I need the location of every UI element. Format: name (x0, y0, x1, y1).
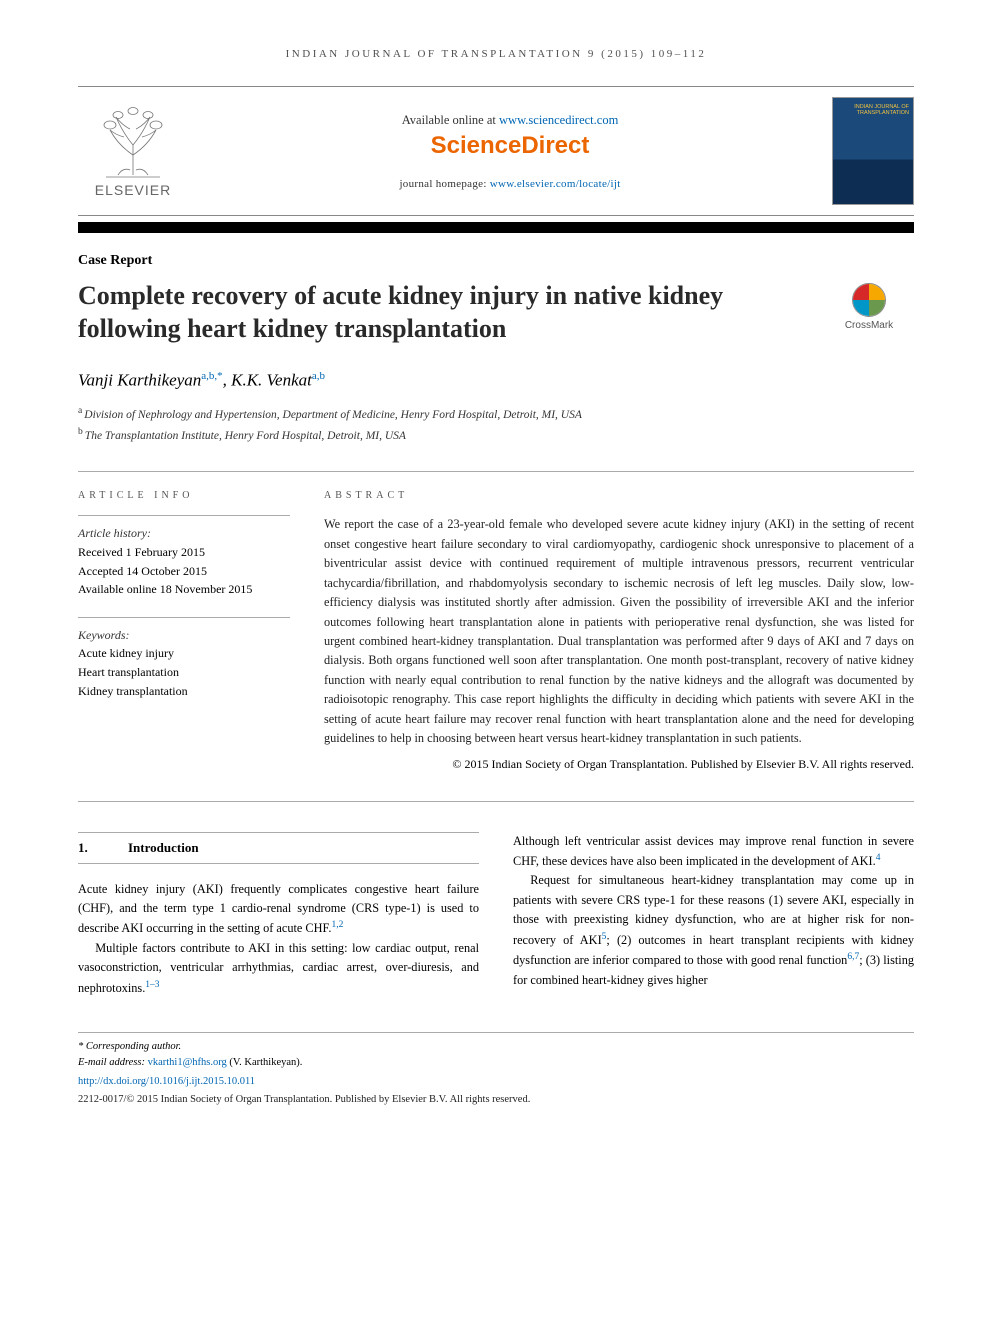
issn-copyright: 2212-0017/© 2015 Indian Society of Organ… (78, 1092, 914, 1108)
article-history: Article history: Received 1 February 201… (78, 515, 290, 598)
article-info-label: article info (78, 490, 290, 501)
available-prefix: Available online at (402, 113, 499, 127)
crossmark-label: CrossMark (845, 320, 893, 331)
crossmark-badge[interactable]: CrossMark (824, 283, 914, 331)
affiliation-b: The Transplantation Institute, Henry For… (85, 430, 406, 442)
history-head: Article history: (78, 524, 290, 543)
email-line: E-mail address: vkarthi1@hfhs.org (V. Ka… (78, 1055, 914, 1071)
history-accepted: Accepted 14 October 2015 (78, 562, 290, 581)
author-list: Vanji Karthikeyana,b,*, K.K. Venkata,b (78, 370, 914, 391)
para-3: Request for simultaneous heart-kidney tr… (513, 871, 914, 990)
para-1: Acute kidney injury (AKI) frequently com… (78, 880, 479, 939)
section-divider (78, 801, 914, 802)
elsevier-wordmark: ELSEVIER (95, 182, 171, 198)
author-2-affs[interactable]: a,b (312, 370, 325, 382)
crossmark-icon (852, 283, 886, 317)
author-1: Vanji Karthikeyan (78, 370, 201, 389)
column-right: Although left ventricular assist devices… (513, 832, 914, 999)
elsevier-logo: ELSEVIER (78, 99, 188, 204)
journal-cover-thumb: INDIAN JOURNAL OF TRANSPLANTATION (832, 97, 914, 205)
history-online: Available online 18 November 2015 (78, 580, 290, 599)
author-1-affs[interactable]: a,b,* (201, 370, 222, 382)
section-1-title: Introduction (128, 840, 199, 856)
cite-6-7[interactable]: 6,7 (847, 952, 859, 962)
corresponding-author-note: * Corresponding author. (78, 1039, 914, 1055)
cite-1-3[interactable]: 1–3 (145, 980, 159, 990)
footnotes: * Corresponding author. E-mail address: … (78, 1032, 914, 1107)
journal-homepage: journal homepage: www.elsevier.com/locat… (188, 178, 832, 190)
email-paren: (V. Karthikeyan). (227, 1057, 303, 1068)
doi-link[interactable]: http://dx.doi.org/10.1016/j.ijt.2015.10.… (78, 1076, 255, 1087)
para-1-text: Acute kidney injury (AKI) frequently com… (78, 882, 479, 936)
cite-4[interactable]: 4 (876, 853, 881, 863)
article-type: Case Report (78, 253, 914, 269)
corr-label: * Corresponding author. (78, 1041, 181, 1052)
abstract-text: We report the case of a 23-year-old fema… (324, 515, 914, 748)
cite-1-2[interactable]: 1,2 (331, 920, 343, 930)
sciencedirect-link[interactable]: www.sciencedirect.com (499, 113, 618, 127)
para-2-text: Multiple factors contribute to AKI in th… (78, 941, 479, 995)
keywords-block: Keywords: Acute kidney injury Heart tran… (78, 617, 290, 700)
email-label: E-mail address: (78, 1057, 148, 1068)
keyword-3: Kidney transplantation (78, 682, 290, 701)
para-2-cont: Although left ventricular assist devices… (513, 832, 914, 872)
affiliations: aDivision of Nephrology and Hypertension… (78, 404, 914, 445)
affiliation-a: Division of Nephrology and Hypertension,… (84, 409, 582, 421)
para-2b-text: Although left ventricular assist devices… (513, 834, 914, 869)
available-online: Available online at www.sciencedirect.co… (188, 113, 832, 128)
abstract-copyright: © 2015 Indian Society of Organ Transplan… (324, 755, 914, 773)
cover-title: INDIAN JOURNAL OF TRANSPLANTATION (837, 104, 909, 116)
black-divider-bar (78, 222, 914, 233)
keywords-head: Keywords: (78, 626, 290, 645)
column-left: 1. Introduction Acute kidney injury (AKI… (78, 832, 479, 999)
homepage-label: journal homepage: (399, 178, 489, 190)
masthead: ELSEVIER Available online at www.science… (78, 86, 914, 216)
sciencedirect-logo: ScienceDirect (188, 132, 832, 160)
homepage-link[interactable]: www.elsevier.com/locate/ijt (490, 178, 621, 190)
section-1-number: 1. (78, 840, 128, 856)
para-2: Multiple factors contribute to AKI in th… (78, 939, 479, 998)
keyword-1: Acute kidney injury (78, 644, 290, 663)
history-received: Received 1 February 2015 (78, 543, 290, 562)
author-email-link[interactable]: vkarthi1@hfhs.org (148, 1057, 227, 1068)
section-1-heading: 1. Introduction (78, 832, 479, 864)
body-columns: 1. Introduction Acute kidney injury (AKI… (78, 832, 914, 999)
elsevier-tree-icon (88, 105, 178, 179)
keyword-2: Heart transplantation (78, 663, 290, 682)
abstract-label: abstract (324, 490, 914, 501)
running-head: INDIAN JOURNAL OF TRANSPLANTATION 9 (201… (78, 48, 914, 60)
author-2: K.K. Venkat (231, 370, 312, 389)
article-title: Complete recovery of acute kidney injury… (78, 279, 804, 346)
